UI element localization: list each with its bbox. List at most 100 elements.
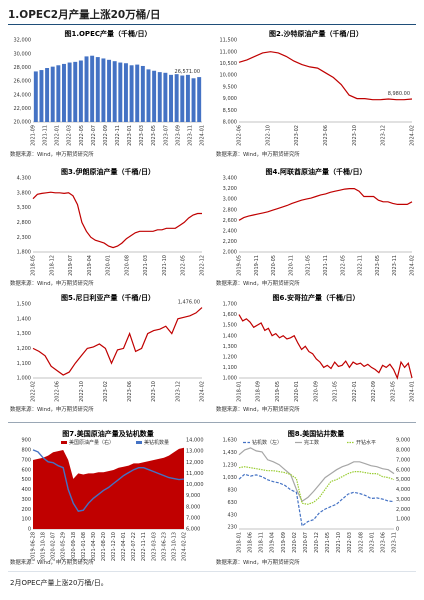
y-tick-label: 2,300 (17, 235, 31, 241)
y2-tick-label: 14,000 (186, 438, 204, 444)
x-tick-label: 2021-11 (43, 125, 49, 146)
y-tick-label: 20,000 (14, 120, 32, 126)
x-tick-label: 2020-07 (303, 532, 309, 553)
chart-svg: 图4.阿联酋原油产量（千桶/日） 2,000 2,200 2,400 2,600 2,80… (223, 167, 416, 276)
y2-tick-label: 6,000 (186, 527, 200, 533)
x-tick-label: 2022-06 (237, 125, 243, 146)
x-tick-label: 2022-01 (55, 125, 61, 146)
y-tick-label: 1,230 (223, 462, 237, 468)
source-note: 数据来源：Wind，申万期货研究所 (216, 152, 300, 158)
x-tick-label: 2023-06 (380, 532, 386, 553)
x-tick-label: 2022-05 (340, 255, 346, 276)
x-tick-label: 2020-09 (313, 381, 319, 402)
bar (163, 72, 168, 122)
x-tick-label: 2020-08 (124, 255, 130, 276)
x-tick-label: 2021-09 (31, 125, 37, 146)
x-tick-label: 2022-11 (358, 255, 364, 276)
legend-label: 美钻机数量 (144, 439, 169, 446)
y2-tick-label: 5,000 (396, 477, 410, 483)
series-line (238, 188, 413, 221)
bar (197, 77, 202, 122)
x-tick-label: 2023-07 (163, 125, 169, 146)
bar (191, 78, 196, 122)
x-tick-label: 2022-10 (79, 381, 85, 402)
chart-svg: 图3.伊朗原油产量（千桶/日） 1,800 2,300 2,800 3,300 3,800… (17, 167, 206, 276)
chart-title: 图6.安哥拉产量（千桶/日） (272, 293, 359, 302)
x-tick-label: 2023-01 (369, 532, 375, 553)
y-tick-label: 0 (28, 527, 31, 533)
x-tick-label: 2022-09 (103, 125, 109, 146)
y2-tick-label: 11,000 (186, 471, 204, 477)
x-tick-label: 2024-02-02 (182, 532, 188, 561)
series-line (238, 473, 395, 527)
y-tick-label: 22,000 (14, 106, 32, 112)
chart-saudi-production: 图2.沙特原油产量（千桶/日） 8,000 8,500 9,000 9,500 10,00… (214, 28, 418, 146)
bar (56, 65, 61, 122)
x-tick-label: 2022-08 (358, 532, 364, 553)
legend-label: 开钻水平 (356, 439, 376, 446)
bar (146, 69, 151, 122)
x-tick-label: 2021-04-30 (91, 532, 97, 561)
bar (152, 70, 157, 122)
x-tick-label: 2021-08-20 (101, 532, 107, 561)
x-tick-label: 2019-10-18 (41, 532, 47, 561)
x-tick-label: 2023-09 (175, 125, 181, 146)
x-tick-label: 2023-06-23 (161, 532, 167, 561)
series-line (32, 307, 203, 376)
x-tick-label: 2020-05-29 (61, 532, 67, 561)
y-tick-label: 1,200 (223, 354, 237, 360)
x-tick-label: 2021-12-10 (111, 532, 117, 561)
x-tick-label: 2022-01 (352, 381, 358, 402)
y-tick-label: 26,000 (14, 79, 32, 85)
data-label: 26,571.00 (175, 69, 200, 75)
x-tick-label: 2023-06 (127, 381, 133, 402)
x-tick-label: 2021-05 (306, 255, 312, 276)
x-tick-label: 2023-11 (187, 125, 193, 146)
x-tick-label: 2018-01 (237, 532, 243, 553)
chart-svg: 图8.美国钻井数量 230 430 630 830 1,030 1,230 1,430 1,63… (223, 429, 411, 553)
y2-tick-label: 8,000 (396, 447, 410, 453)
y-tick-label: 400 (21, 487, 31, 493)
x-tick-label: 2024-01 (410, 381, 416, 402)
x-tick-label: 2018-09 (256, 381, 262, 402)
bar (174, 74, 179, 122)
y-tick-label: 3,200 (223, 186, 237, 192)
y-tick-label: 1,300 (17, 331, 31, 337)
y2-tick-label: 9,000 (396, 438, 410, 444)
x-tick-label: 2021-10 (336, 532, 342, 553)
y-tick-label: 600 (21, 467, 31, 473)
x-tick-label: 2023-01 (127, 125, 133, 146)
x-tick-label: 2022-07-22 (131, 532, 137, 561)
x-tick-label: 2023-02 (103, 381, 109, 402)
x-tick-label: 2020-11 (288, 255, 294, 276)
x-tick-label: 2021-10 (162, 255, 168, 276)
x-tick-label: 2024-01 (200, 125, 206, 146)
chart-us-crude-and-rigs: 图7.美国原油产量及钻机数量 0 100 200 300 400 500 600 700 800 9… (8, 428, 208, 561)
x-tick-label: 2024-02 (410, 255, 416, 276)
y-tick-label: 3,800 (17, 190, 31, 196)
y-tick-label: 3,000 (223, 197, 237, 203)
chart-svg: 图7.美国原油产量及钻机数量 0 100 200 300 400 500 600 700 800 9… (21, 429, 204, 561)
series-line (238, 314, 413, 380)
y-tick-label: 500 (21, 477, 31, 483)
y-tick-label: 11,500 (220, 38, 238, 44)
x-tick-label: 2021-03 (143, 255, 149, 276)
data-label: 1,476.00 (178, 300, 200, 306)
y-tick-label: 9,500 (223, 84, 237, 90)
x-tick-label: 2020-12 (314, 532, 320, 553)
bar (73, 61, 78, 122)
y-tick-label: 11,000 (220, 49, 238, 55)
data-label: 8,980.00 (388, 91, 410, 97)
x-tick-label: 2023-05 (151, 125, 157, 146)
y-tick-label: 24,000 (14, 92, 32, 98)
source-note: 数据来源：Wind，申万期货研究所 (216, 560, 300, 566)
chart-title: 图5.尼日利亚产量（千桶/日） (61, 293, 155, 302)
legend-swatch (61, 441, 67, 444)
x-tick-label: 2021-05 (333, 381, 339, 402)
x-tick-label: 2021-05 (325, 532, 331, 553)
y2-tick-label: 7,000 (186, 515, 200, 521)
y-tick-label: 430 (227, 512, 237, 518)
bar (90, 55, 95, 122)
section-divider (8, 422, 416, 423)
source-note: 数据来源：Wind，申万期货研究所 (10, 152, 94, 158)
